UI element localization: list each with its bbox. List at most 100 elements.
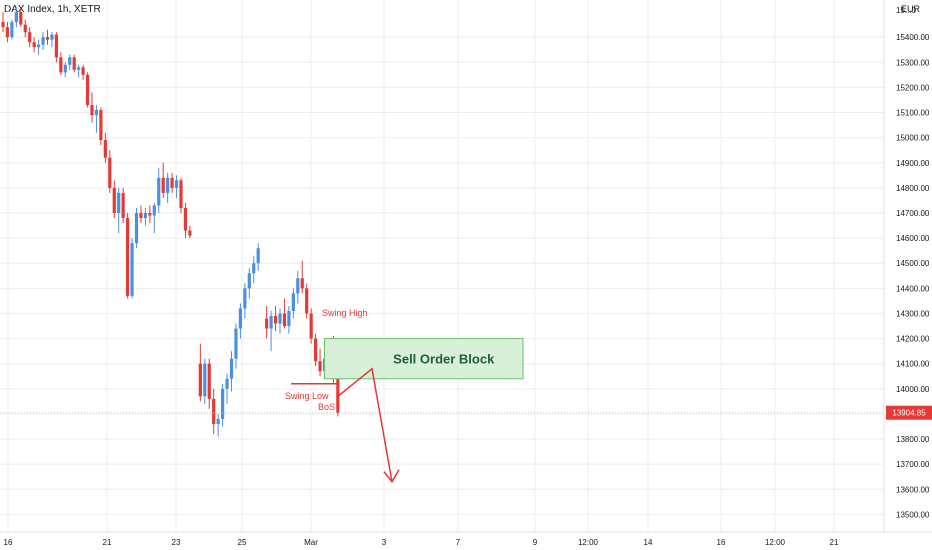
swing-high-label: Swing High <box>322 308 368 318</box>
candle-body <box>152 205 156 216</box>
candle-body <box>269 315 273 329</box>
candle-body <box>108 157 112 188</box>
currency-label: EUR <box>900 4 920 14</box>
grid-lines <box>0 0 884 532</box>
candle-body <box>243 288 247 309</box>
price-axis: 15400.00 15300.00 15200.00 15100.00 15000.00… <box>883 0 930 532</box>
candle-body <box>229 358 234 379</box>
order-block-label: Sell Order Block <box>393 352 495 367</box>
y-tick-label: 15...0 <box>896 6 917 15</box>
candle-body <box>37 44 41 48</box>
candle-body <box>28 32 32 43</box>
candle-body <box>19 12 23 25</box>
candle-body <box>112 187 116 213</box>
annotations-group: 13904.85 Sell Order Block Swing High Swing … <box>0 308 932 484</box>
x-tick-label: 14 <box>644 538 653 547</box>
candle-body <box>90 104 94 116</box>
y-tick-label: 14700.00 <box>896 209 930 218</box>
candle-body <box>143 212 147 219</box>
candle-body <box>5 27 10 38</box>
candle-body <box>198 363 202 397</box>
y-tick-label: 14800.00 <box>896 184 930 193</box>
y-tick-label: 14200.00 <box>896 335 930 344</box>
candle-body <box>50 34 54 40</box>
candle-body <box>238 308 242 329</box>
x-tick-label: 3 <box>382 538 387 547</box>
candle-body <box>139 212 143 219</box>
y-tick-label: 14300.00 <box>896 309 930 318</box>
time-axis: 16 21 23 25 Mar 3 7 9 12:00 14 16 12:00 21 <box>0 531 932 547</box>
candle-body <box>59 57 63 73</box>
candle-body <box>256 248 260 264</box>
bos-label: BoS <box>318 402 335 412</box>
candle-body <box>282 313 287 327</box>
candle-body <box>45 37 50 40</box>
last-price-tag-text: 13904.85 <box>892 409 926 418</box>
candle-body <box>10 22 14 38</box>
candle-body <box>265 318 269 329</box>
candle-body <box>296 278 300 294</box>
candle-body <box>287 310 291 327</box>
candle-body <box>54 34 58 58</box>
candle-body <box>41 37 45 45</box>
x-tick-label: 9 <box>533 538 538 547</box>
candle-body <box>14 12 18 23</box>
y-tick-label: 14500.00 <box>896 259 930 268</box>
candle-body <box>188 230 192 236</box>
candle-body <box>157 177 161 206</box>
y-tick-label: 14100.00 <box>896 360 930 369</box>
candle-body <box>166 177 170 193</box>
x-tick-label: 21 <box>103 538 112 547</box>
y-tick-label: 14400.00 <box>896 284 930 293</box>
candle-body <box>130 243 134 296</box>
candle-body <box>247 273 251 289</box>
x-tick-label: Mar <box>304 538 318 547</box>
candle-body <box>68 57 72 65</box>
y-tick-label: 13600.00 <box>896 485 930 494</box>
y-tick-label: 15200.00 <box>896 83 930 92</box>
candle-body <box>300 278 304 289</box>
candle-body <box>212 398 216 424</box>
candle-body <box>314 338 318 362</box>
candle-body <box>183 207 188 231</box>
x-tick-label: 25 <box>238 538 247 547</box>
candle-body <box>170 177 174 188</box>
candle-body <box>221 388 225 419</box>
candle-body <box>148 212 152 216</box>
projection-arrowhead <box>383 469 400 484</box>
candle-body <box>161 177 165 193</box>
y-tick-label: 15300.00 <box>896 58 930 67</box>
candle-body <box>309 313 313 339</box>
y-tick-label: 14900.00 <box>896 159 930 168</box>
candle-body <box>23 24 27 33</box>
x-tick-label: 12:00 <box>765 538 786 547</box>
candle-body <box>216 418 220 424</box>
candle-body <box>174 180 179 188</box>
x-tick-label: 16 <box>4 538 13 547</box>
candle-body <box>305 288 309 314</box>
candle-body <box>291 293 295 311</box>
candle-body <box>121 192 125 219</box>
candle-body <box>234 328 238 359</box>
candle-body <box>207 363 211 399</box>
y-tick-label: 15000.00 <box>896 134 930 143</box>
candle-body <box>85 74 90 105</box>
y-tick-label: 15100.00 <box>896 109 930 118</box>
y-tick-label: 13800.00 <box>896 435 930 444</box>
y-tick-label: 14000.00 <box>896 385 930 394</box>
y-tick-label: 14600.00 <box>896 234 930 243</box>
candle-body <box>126 218 130 296</box>
candle-body <box>103 140 107 158</box>
candle-body <box>278 313 282 324</box>
x-tick-label: 16 <box>717 538 726 547</box>
candle-body <box>99 110 103 141</box>
candle-body <box>72 57 76 70</box>
candle-body <box>77 67 81 70</box>
x-tick-label: 23 <box>172 538 181 547</box>
candle-body <box>252 263 256 274</box>
candle-body <box>203 363 207 397</box>
candle-body <box>63 64 67 73</box>
candle-body <box>225 378 229 389</box>
x-tick-label: 21 <box>830 538 839 547</box>
